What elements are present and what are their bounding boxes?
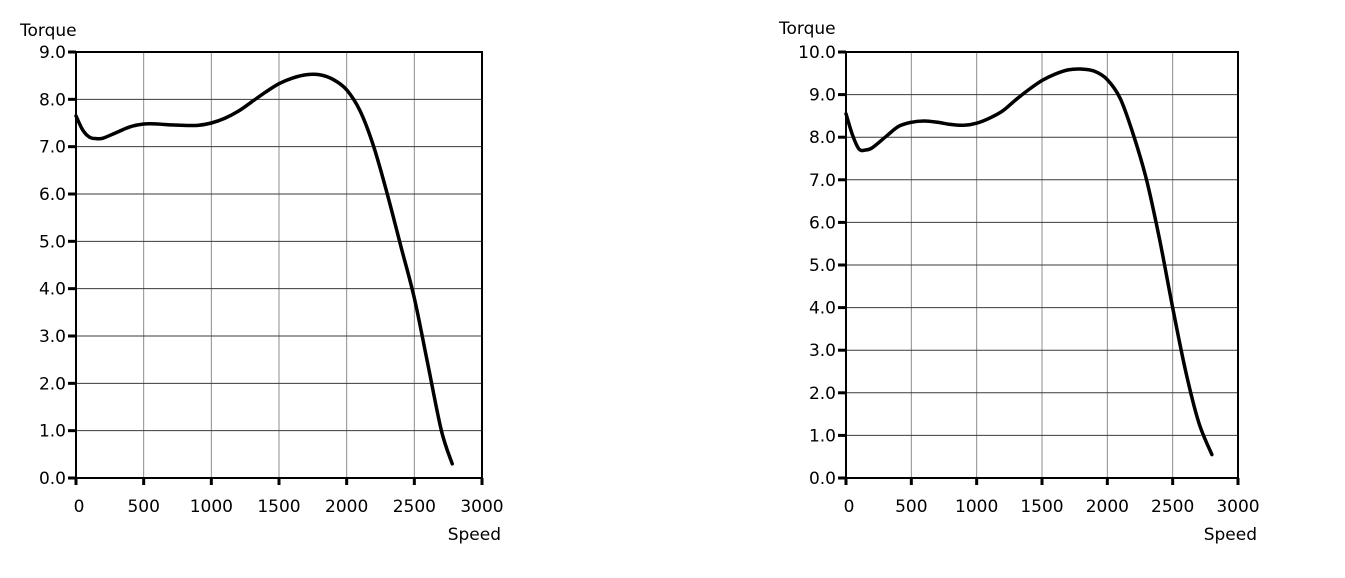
x-tick-label: 0 (844, 497, 855, 517)
chart-1: 0.0 1.0 2.0 3.0 4.0 5.0 6.0 7.0 8.0 9.0 0 500 1000 15… (19, 21, 504, 545)
y-tick-label: 8.0 (809, 128, 836, 148)
y-tick-label: 3.0 (39, 327, 66, 347)
y-tick-label: 2.0 (809, 384, 836, 404)
y-tick-label: 0.0 (39, 469, 66, 489)
y-tick-label: 9.0 (809, 86, 836, 106)
x-tick-label: 1000 (190, 497, 233, 517)
y-tick-label: 2.0 (39, 374, 66, 394)
x-tick-label: 0 (74, 497, 85, 517)
torque-curve-line (844, 67, 1214, 457)
y-tick-label: 7.0 (39, 138, 66, 158)
x-tick-label: 2500 (393, 497, 436, 517)
y-tick-label: 6.0 (39, 185, 66, 205)
y-tick-label: 1.0 (809, 426, 836, 446)
torque-curve-line (74, 72, 454, 466)
x-tick-label: 2000 (325, 497, 368, 517)
y-tick-label: 9.0 (39, 43, 66, 63)
y-tick-label: 0.0 (809, 469, 836, 489)
x-tick-label: 1500 (257, 497, 300, 517)
y-tick-label: 7.0 (809, 171, 836, 191)
x-tick-label: 1000 (955, 497, 998, 517)
x-axis-title: Speed (448, 525, 501, 545)
x-tick-label: 3000 (1216, 497, 1259, 517)
y-tick-label: 4.0 (809, 299, 836, 319)
y-tick-label: 6.0 (809, 213, 836, 233)
x-tick-label: 500 (895, 497, 927, 517)
y-tick-label: 4.0 (39, 280, 66, 300)
x-tick-label: 2500 (1151, 497, 1194, 517)
y-tick-label: 3.0 (809, 341, 836, 361)
y-axis-title: Torque (778, 19, 836, 39)
y-tick-label: 5.0 (39, 232, 66, 252)
y-tick-label: 8.0 (39, 90, 66, 110)
y-axis-title: Torque (19, 21, 77, 41)
chart-2: 0.0 1.0 2.0 3.0 4.0 5.0 6.0 7.0 8.0 9.0 10.0 0 500 10… (778, 19, 1260, 545)
x-tick-label: 500 (127, 497, 159, 517)
y-tick-label: 5.0 (809, 256, 836, 276)
y-tick-label: 1.0 (39, 422, 66, 442)
x-tick-label: 2000 (1086, 497, 1129, 517)
y-tick-label: 10.0 (798, 43, 836, 63)
x-tick-label: 3000 (460, 497, 503, 517)
x-axis-title: Speed (1204, 525, 1257, 545)
x-tick-label: 1500 (1020, 497, 1063, 517)
